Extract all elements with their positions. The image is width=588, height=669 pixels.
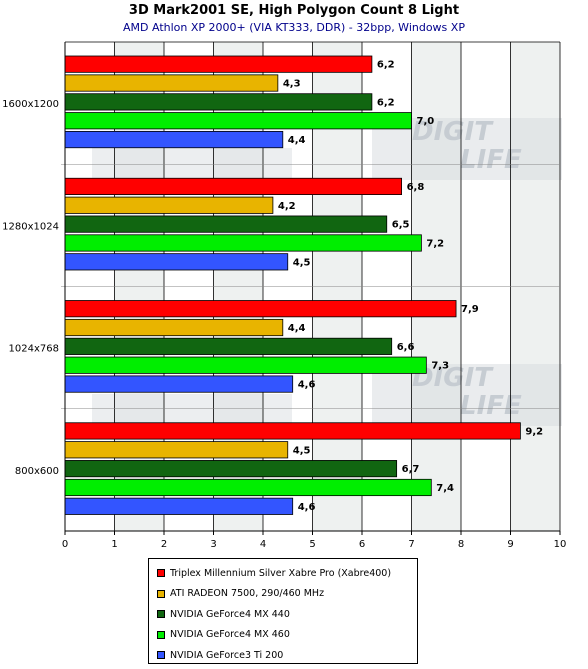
legend-label: ATI RADEON 7500, 290/460 MHz bbox=[170, 588, 325, 599]
bar bbox=[64, 300, 457, 318]
x-tick-label: 9 bbox=[507, 539, 513, 550]
bar bbox=[64, 318, 284, 337]
watermark-text: DIGIT bbox=[412, 117, 494, 147]
data-label: 4,4 bbox=[288, 135, 306, 146]
bar bbox=[64, 337, 393, 355]
data-label: 7,0 bbox=[417, 116, 435, 127]
legend-swatch bbox=[157, 630, 165, 639]
data-label: 9,2 bbox=[525, 426, 543, 437]
legend-swatch bbox=[157, 569, 165, 577]
watermark-text: LIFE bbox=[460, 391, 522, 421]
bar bbox=[64, 234, 422, 252]
data-label: 4,3 bbox=[283, 79, 301, 90]
chart-subtitle: AMD Athlon XP 2000+ (VIA KT333, DDR) - 3… bbox=[123, 21, 465, 34]
bar bbox=[64, 253, 289, 271]
bar bbox=[64, 215, 388, 233]
data-label: 4,6 bbox=[298, 502, 316, 513]
data-label: 7,3 bbox=[431, 361, 449, 372]
legend-item: ATI RADEON 7500, 290/460 MHz bbox=[157, 587, 324, 601]
data-label: 6,7 bbox=[402, 464, 420, 475]
legend-label: NVIDIA GeForce4 MX 440 bbox=[170, 608, 290, 620]
legend-swatch bbox=[157, 651, 165, 659]
watermark-text: LIFE bbox=[460, 145, 522, 175]
x-tick-label: 1 bbox=[111, 539, 117, 550]
bar bbox=[64, 422, 521, 440]
chart-legend: Triplex Millennium Silver Xabre Pro (Xab… bbox=[148, 558, 418, 664]
x-tick-label: 10 bbox=[554, 539, 567, 550]
bar bbox=[64, 130, 284, 149]
data-label: 6,5 bbox=[392, 220, 410, 231]
data-label: 4,2 bbox=[278, 201, 296, 212]
chart-title: 3D Mark2001 SE, High Polygon Count 8 Lig… bbox=[128, 3, 460, 18]
x-tick-label: 8 bbox=[458, 539, 464, 550]
data-label: 4,4 bbox=[288, 323, 306, 334]
legend-item: NVIDIA GeForce3 Ti 200 bbox=[157, 648, 283, 662]
x-tick-label: 4 bbox=[260, 539, 266, 550]
x-tick-label: 0 bbox=[62, 539, 68, 550]
x-tick-label: 2 bbox=[161, 539, 167, 550]
category-label: 1600x1200 bbox=[2, 99, 59, 110]
bar bbox=[64, 112, 412, 130]
data-label: 6,2 bbox=[377, 60, 395, 71]
bar bbox=[64, 55, 373, 73]
category-label: 1280x1024 bbox=[2, 221, 59, 232]
x-tick-label: 6 bbox=[359, 539, 365, 550]
legend-item: NVIDIA GeForce4 MX 440 bbox=[157, 607, 290, 621]
data-label: 4,5 bbox=[293, 445, 311, 456]
legend-label: NVIDIA GeForce3 Ti 200 bbox=[170, 649, 284, 661]
data-label: 4,6 bbox=[298, 380, 316, 391]
bar bbox=[64, 460, 398, 478]
data-label: 6,6 bbox=[397, 342, 415, 353]
x-tick-label: 5 bbox=[309, 539, 315, 550]
data-label: 7,9 bbox=[461, 304, 479, 315]
category-label: 1024x768 bbox=[9, 344, 59, 355]
category-label: 800x600 bbox=[15, 466, 59, 477]
watermark-panel bbox=[372, 364, 562, 426]
x-tick-label: 7 bbox=[408, 539, 414, 550]
bar bbox=[64, 441, 289, 459]
bar bbox=[64, 177, 403, 196]
data-label: 6,8 bbox=[407, 182, 425, 193]
bar bbox=[64, 93, 373, 111]
bar bbox=[64, 478, 432, 497]
legend-label: NVIDIA GeForce4 MX 460 bbox=[170, 629, 290, 640]
legend-swatch bbox=[157, 589, 165, 598]
bar bbox=[64, 497, 294, 515]
data-label: 4,5 bbox=[293, 257, 311, 268]
legend-label: Triplex Millennium Silver Xabre Pro (Xab… bbox=[170, 567, 392, 579]
bar bbox=[64, 375, 294, 393]
bar bbox=[64, 74, 279, 92]
data-label: 7,4 bbox=[436, 483, 454, 494]
data-label: 6,2 bbox=[377, 97, 395, 108]
x-tick-label: 3 bbox=[210, 539, 216, 550]
bar bbox=[64, 196, 274, 214]
legend-item: NVIDIA GeForce4 MX 460 bbox=[157, 628, 290, 642]
legend-swatch bbox=[157, 610, 165, 618]
watermark-panel bbox=[92, 148, 292, 178]
legend-item: Triplex Millennium Silver Xabre Pro (Xab… bbox=[157, 566, 391, 580]
bar bbox=[64, 356, 427, 374]
data-label: 7,2 bbox=[426, 238, 444, 249]
